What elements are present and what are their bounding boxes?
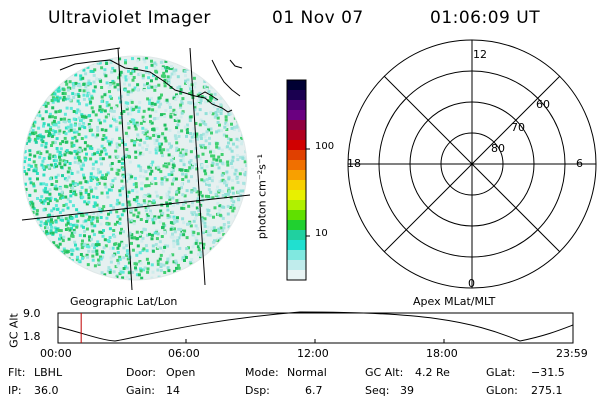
alt-axis-label: GC Alt [7, 313, 21, 348]
colorbar-unit-label: photon cm⁻²s⁻¹ [255, 153, 269, 240]
coastline [59, 59, 243, 113]
flt-value: LBHL [34, 366, 63, 379]
polar-plot [347, 39, 597, 289]
altitude-plot [57, 311, 574, 344]
door-label: Door: [126, 366, 156, 379]
glon-label: GLon: [486, 384, 518, 397]
lat-label-60: 60 [536, 98, 550, 111]
date-readout: 01 Nov 07 [272, 8, 364, 28]
apex-mlat-mlt-label: Apex MLat/MLT [413, 295, 496, 308]
dsp-value: 6.7 [305, 384, 323, 397]
glat-label: GLat: [486, 366, 516, 379]
time-tick-1200: 12:00 [297, 347, 329, 360]
seq-value: 39 [400, 384, 414, 397]
ip-label: IP: [8, 384, 22, 397]
gain-label: Gain: [126, 384, 155, 397]
alt-min-label: 1.8 [23, 330, 41, 343]
time-tick-0600: 06:00 [168, 347, 200, 360]
glon-value: 275.1 [531, 384, 563, 397]
gcalt-value: 4.2 Re [415, 366, 450, 379]
colorbar-tick-10: 10 [315, 228, 328, 239]
seq-label: Seq: [365, 384, 390, 397]
geo-grid [21, 47, 251, 291]
alt-max-label: 9.0 [23, 307, 41, 320]
time-readout: 01:06:09 UT [430, 8, 541, 28]
gcalt-label: GC Alt: [365, 366, 404, 379]
dsp-label: Dsp: [245, 384, 270, 397]
time-tick-1800: 18:00 [426, 347, 458, 360]
color-bar [287, 80, 306, 281]
gain-value: 14 [166, 384, 180, 397]
mode-value: Normal [287, 366, 327, 379]
lat-label-80: 80 [491, 142, 505, 155]
mlt-label-6: 6 [576, 157, 583, 170]
mlt-label-0: 0 [468, 277, 475, 290]
time-tick-2359: 23:59 [556, 347, 588, 360]
ip-value: 36.0 [34, 384, 59, 397]
lat-label-70: 70 [511, 121, 525, 134]
mlt-label-12: 12 [473, 48, 487, 61]
geo-latlon-label: Geographic Lat/Lon [70, 295, 178, 308]
flt-label: Flt: [8, 366, 26, 379]
app-title: Ultraviolet Imager [48, 8, 211, 28]
door-value: Open [166, 366, 196, 379]
uv-image [23, 56, 247, 280]
time-tick-0000: 00:00 [40, 347, 72, 360]
mlt-label-18: 18 [347, 157, 361, 170]
colorbar-tick-100: 100 [315, 141, 335, 152]
mode-label: Mode: [245, 366, 279, 379]
glat-value: −31.5 [531, 366, 565, 379]
